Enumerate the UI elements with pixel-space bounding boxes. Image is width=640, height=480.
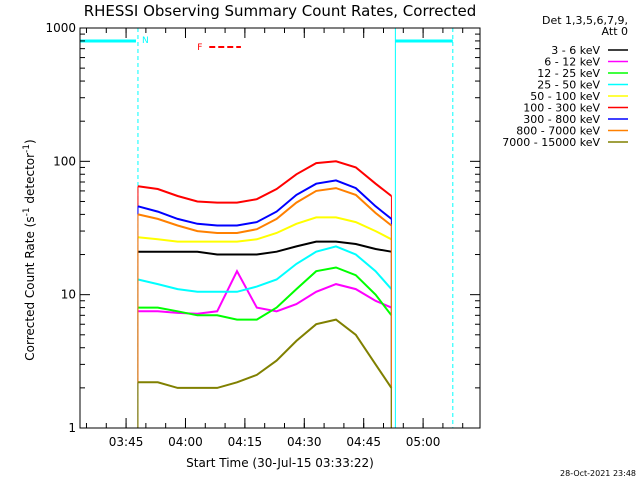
legend-header-line-1: Att 0 xyxy=(602,25,628,38)
legend-label-7000-15000-kev: 7000 - 15000 keV xyxy=(502,136,600,149)
y-axis-title-main: Corrected Count Rate (s xyxy=(23,216,37,360)
x-tick-label-1: 04:00 xyxy=(168,435,203,449)
plot-frame xyxy=(79,27,481,429)
series-line-50-100-kev xyxy=(137,216,392,243)
legend-label-300-800-kev: 300 - 800 keV xyxy=(523,113,600,126)
x-tick-label-0: 03:45 xyxy=(109,435,144,449)
legend-label-6-12-kev: 6 - 12 keV xyxy=(544,56,600,69)
generation-timestamp: 28-Oct-2021 23:48 xyxy=(560,469,636,478)
flare-marker-label: F xyxy=(197,43,202,53)
series-line-12-25-kev xyxy=(138,266,393,321)
axes: 1 10 100 1000 03:45 04:00 04:15 04:30 04:45 05:00 xyxy=(45,21,481,449)
y-axis-title-sup2: -1 xyxy=(22,144,32,153)
y-tick-label-1: 10 xyxy=(61,288,76,302)
svg-text:Corrected Count Rate (s-1 dete: Corrected Count Rate (s-1 detector-1) xyxy=(22,139,37,360)
x-tick-label-2: 04:15 xyxy=(228,435,263,449)
plot-area: NF xyxy=(79,28,454,428)
y-tick-label-3: 1000 xyxy=(45,21,76,35)
legend-label-25-50-kev: 25 - 50 keV xyxy=(537,79,600,92)
y-tick-label-2: 100 xyxy=(53,154,76,168)
chart-title: RHESSI Observing Summary Count Rates, Co… xyxy=(84,2,477,20)
y-axis-title-tail: ) xyxy=(23,139,37,144)
y-axis-title-sup1: -1 xyxy=(22,207,32,216)
legend-label-3-6-kev: 3 - 6 keV xyxy=(551,44,600,57)
y-axis-title: Corrected Count Rate (s-1 detector-1) xyxy=(22,139,37,360)
x-tick-label-4: 04:45 xyxy=(346,435,381,449)
legend-label-800-7000-kev: 800 - 7000 keV xyxy=(516,125,600,138)
series-line-7000-15000-kev xyxy=(138,318,393,389)
series-line-6-12-kev xyxy=(138,269,392,315)
night-marker-label: N xyxy=(142,36,149,46)
x-tick-label-3: 04:30 xyxy=(287,435,322,449)
series-line-800-7000-kev xyxy=(137,187,393,234)
y-axis-title-mid: detector xyxy=(23,153,37,208)
y-tick-label-0: 1 xyxy=(68,421,76,435)
series-line-300-800-kev xyxy=(137,179,393,227)
x-tick-label-5: 05:00 xyxy=(406,435,441,449)
series-line-25-50-kev xyxy=(137,245,393,293)
legend-label-50-100-kev: 50 - 100 keV xyxy=(530,90,600,103)
series-line-100-300-kev xyxy=(137,160,393,204)
legend-header-line-0: Det 1,3,5,6,7,9, xyxy=(542,14,628,27)
legend-label-100-300-kev: 100 - 300 keV xyxy=(523,102,600,115)
series-line-3-6-kev xyxy=(138,240,392,256)
legend-label-12-25-kev: 12 - 25 keV xyxy=(537,67,600,80)
x-axis-title: Start Time (30-Jul-15 03:33:22) xyxy=(186,456,374,470)
